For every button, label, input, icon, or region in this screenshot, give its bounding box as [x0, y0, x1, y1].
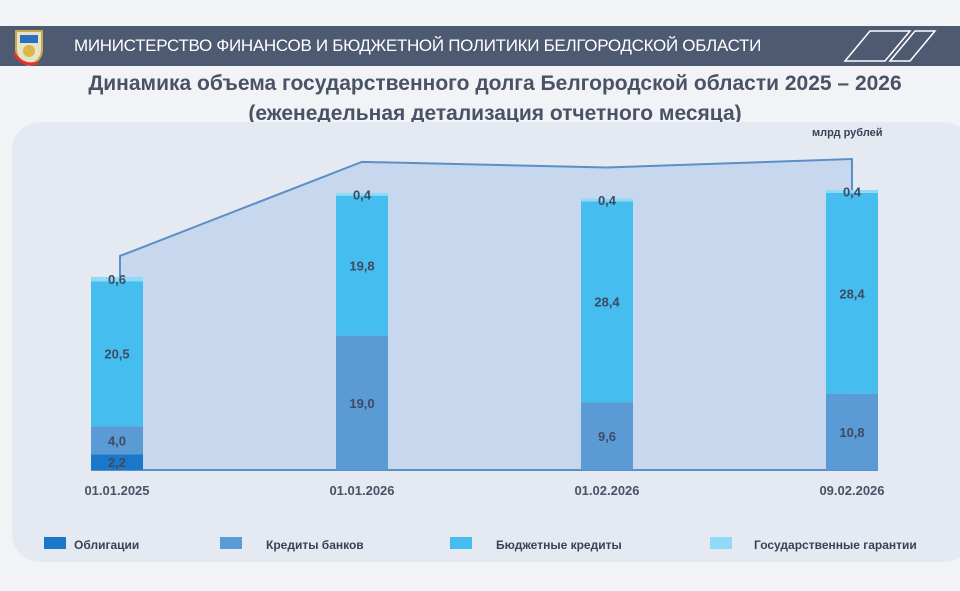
bar-segment	[581, 201, 633, 403]
legend-swatch	[450, 537, 472, 549]
unit-label: млрд рублей	[812, 127, 883, 139]
data-label: 9,6	[598, 429, 616, 444]
x-tick-label: 01.01.2026	[329, 483, 394, 498]
ministry-title: МИНИСТЕРСТВО ФИНАНСОВ И БЮДЖЕТНОЙ ПОЛИТИ…	[74, 36, 761, 55]
bar-segment	[826, 192, 878, 394]
legend-label: Государственные гарантии	[754, 538, 917, 552]
x-tick-label: 01.02.2026	[574, 483, 639, 498]
bar-segment	[336, 335, 388, 470]
bar-segment	[336, 192, 388, 196]
legend-swatch	[44, 537, 66, 549]
data-label: 19,0	[349, 396, 374, 411]
trend-area	[120, 159, 852, 470]
data-label: 28,4	[839, 286, 865, 301]
data-label: 28,4	[594, 295, 620, 310]
bar-segment	[336, 195, 388, 336]
coat-of-arms-logo	[12, 30, 43, 67]
bar-segment	[581, 402, 633, 470]
bar-segment	[581, 198, 633, 202]
data-label: 2,2	[108, 455, 126, 470]
bar-segment	[826, 393, 878, 470]
chart-title: Динамика объема государственного долга Б…	[88, 72, 902, 95]
data-label: 0,4	[843, 184, 862, 199]
data-label: 20,5	[104, 347, 129, 362]
legend-label: Облигации	[74, 538, 139, 552]
data-label: 4,0	[108, 433, 126, 448]
data-label: 10,8	[839, 425, 864, 440]
header-bar	[0, 26, 960, 66]
legend-label: Бюджетные кредиты	[496, 538, 622, 552]
bar-segment	[91, 426, 143, 455]
legend-swatch	[220, 537, 242, 549]
bar-segment	[91, 276, 143, 282]
data-label: 19,8	[349, 259, 374, 274]
bar-segment	[826, 190, 878, 193]
x-tick-label: 01.01.2025	[84, 483, 149, 498]
data-label: 0,4	[353, 187, 372, 202]
x-tick-label: 09.02.2026	[819, 483, 884, 498]
bar-segment	[91, 454, 143, 470]
header-decoration	[843, 30, 937, 62]
legend-swatch	[710, 537, 732, 549]
data-label: 0,4	[598, 193, 617, 208]
chart-subtitle: (еженедельная детализация отчетного меся…	[248, 102, 742, 125]
bar-segment	[91, 281, 143, 427]
legend-label: Кредиты банков	[266, 538, 364, 552]
data-label: 0,6	[108, 272, 126, 287]
